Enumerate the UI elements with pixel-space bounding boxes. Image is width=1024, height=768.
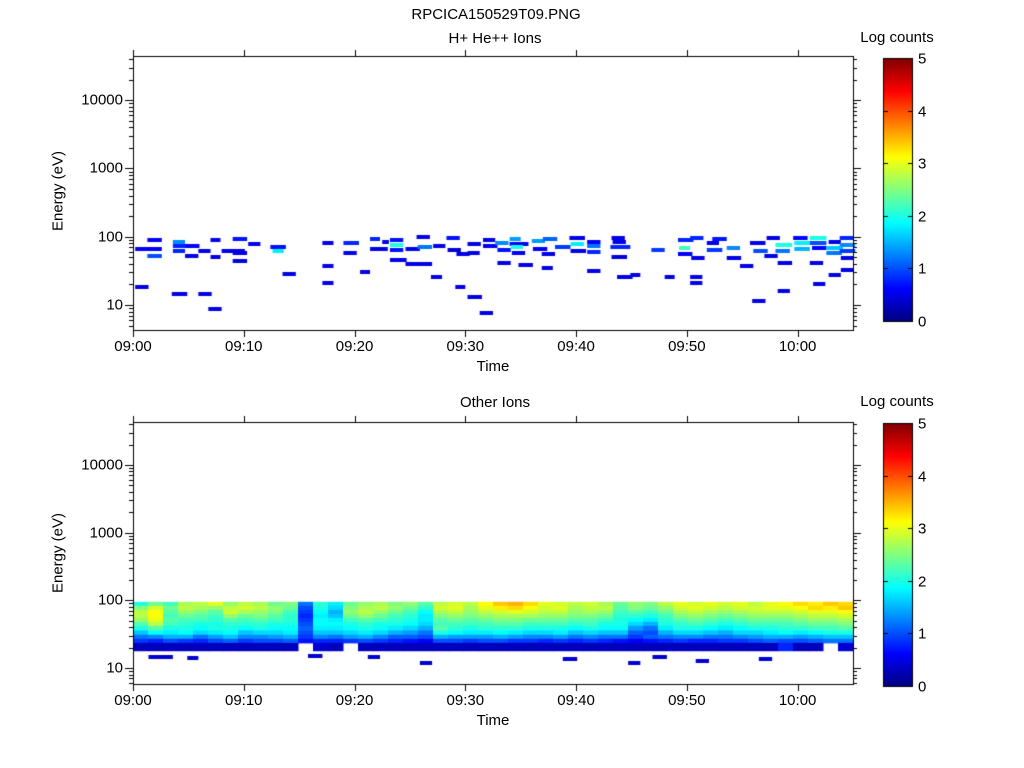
- x-tick-label: 09:00: [114, 692, 152, 709]
- colorbar-tick-label: 0: [918, 313, 927, 330]
- y-tick-label: 10000: [81, 456, 123, 474]
- y-tick-label: 1000: [89, 159, 123, 177]
- x-tick-label: 10:00: [778, 338, 817, 355]
- panel2-x-axis-label: Time: [476, 712, 510, 729]
- x-tick-label: 09:30: [446, 692, 485, 709]
- colorbar-tick-label: 1: [918, 260, 927, 277]
- panel1-colorbar-title: Log counts: [860, 29, 934, 46]
- y-tick-label: 10: [106, 659, 123, 677]
- colorbar-tick-label: 4: [918, 103, 927, 120]
- x-tick-label: 10:00: [778, 692, 817, 709]
- colorbar-tick-label: 2: [918, 573, 927, 590]
- x-tick-label: 09:00: [114, 338, 152, 355]
- colorbar-tick-label: 5: [918, 415, 927, 432]
- panel1-y-axis-label: Energy (eV): [49, 150, 67, 232]
- x-tick-label: 09:40: [557, 338, 595, 355]
- x-tick-label: 09:10: [224, 338, 263, 355]
- colorbar-tick-label: 2: [918, 208, 927, 225]
- figure-title: RPCICA150529T09.PNG: [411, 6, 581, 23]
- x-tick-label: 09:20: [335, 692, 374, 709]
- y-tick-label: 10000: [81, 91, 123, 109]
- x-tick-label: 09:50: [668, 692, 706, 709]
- x-tick-label: 09:20: [335, 338, 374, 355]
- x-tick-label: 09:40: [557, 692, 595, 709]
- panel2-y-axis-label: Energy (eV): [49, 512, 67, 594]
- x-tick-label: 09:10: [224, 692, 263, 709]
- panel1-x-axis-label: Time: [476, 358, 510, 375]
- colorbar-tick-label: 5: [918, 50, 927, 67]
- colorbar-tick-label: 3: [918, 520, 927, 537]
- colorbar-tick-label: 1: [918, 625, 927, 642]
- y-tick-label: 100: [97, 591, 123, 609]
- x-tick-label: 09:50: [668, 338, 706, 355]
- colorbar-tick-label: 4: [918, 468, 927, 485]
- y-tick-label: 10: [106, 296, 123, 314]
- panel2-title: Other Ions: [459, 394, 531, 411]
- x-tick-label: 09:30: [446, 338, 485, 355]
- y-tick-label: 100: [97, 228, 123, 246]
- y-tick-label: 1000: [89, 524, 123, 542]
- colorbar-tick-label: 0: [918, 678, 927, 695]
- panel2-colorbar-title: Log counts: [860, 393, 934, 410]
- panel1-title: H+ He++ Ions: [448, 30, 542, 47]
- colorbar-tick-label: 3: [918, 155, 927, 172]
